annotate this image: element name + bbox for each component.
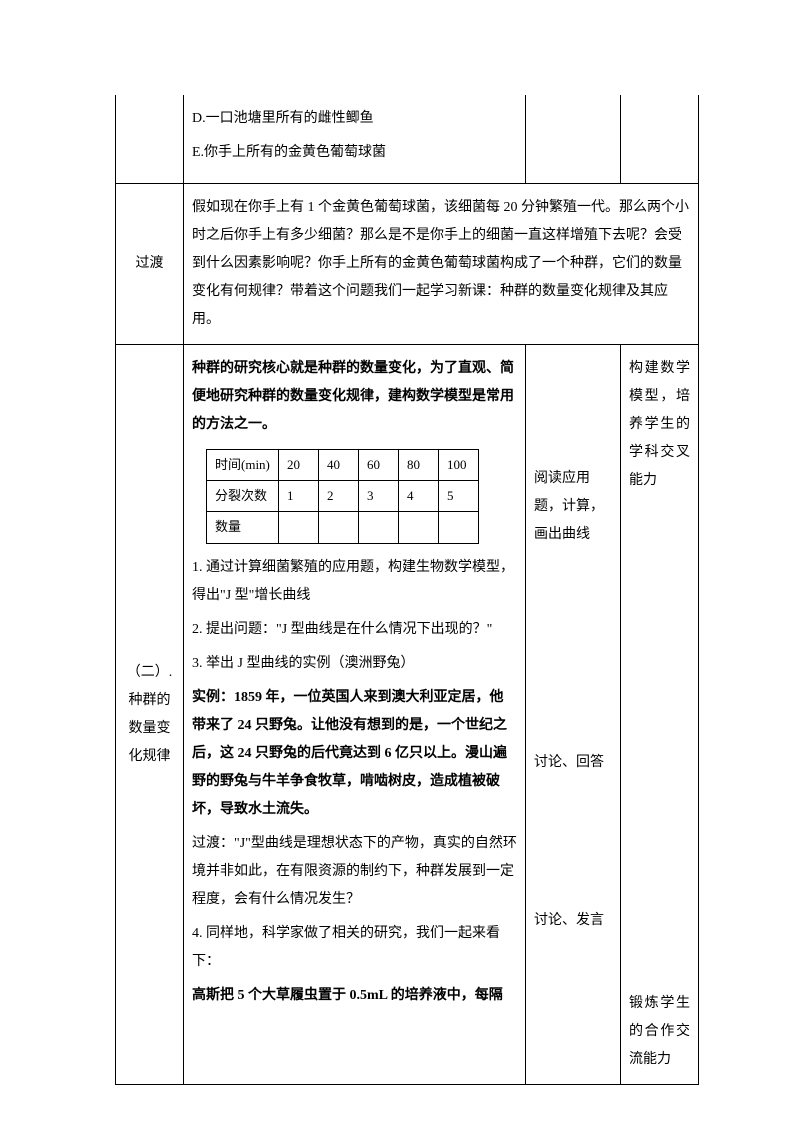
bacteria-table: 时间(min) 20 40 60 80 100 分裂次数 1 2 3 4 5: [206, 449, 479, 544]
row-continuation: D.一口池塘里所有的雌性鲫鱼 E.你手上所有的金黄色葡萄球菌: [116, 95, 699, 184]
intro-bold: 种群的研究核心就是种群的数量变化，为了直观、简便地研究种群的数量变化规律，建构数…: [192, 355, 517, 439]
row1-col3-empty: [526, 95, 621, 184]
td-c2: [319, 512, 359, 543]
row-transition: 过渡 假如现在你手上有 1 个金黄色葡萄球菌，该细菌每 20 分钟繁殖一代。那么…: [116, 184, 699, 345]
td-3: 3: [359, 481, 399, 512]
p2: 2. 提出问题："J 型曲线是在什么情况下出现的？": [192, 616, 517, 644]
th-100: 100: [439, 450, 479, 481]
td-count-label: 数量: [207, 512, 279, 543]
col3-text3: 讨论、发言: [534, 907, 612, 935]
row2-content: 假如现在你手上有 1 个金黄色葡萄球菌，该细菌每 20 分钟繁殖一代。那么两个小…: [184, 184, 699, 345]
th-time: 时间(min): [207, 450, 279, 481]
td-2: 2: [319, 481, 359, 512]
th-20: 20: [279, 450, 319, 481]
col3-text1: 阅读应用题，计算，画出曲线: [534, 465, 612, 549]
td-1: 1: [279, 481, 319, 512]
th-60: 60: [359, 450, 399, 481]
row3-content: 种群的研究核心就是种群的数量变化，为了直观、简便地研究种群的数量变化规律，建构数…: [184, 345, 526, 1085]
option-e: E.你手上所有的金黄色葡萄球菌: [192, 139, 517, 167]
col3-text2: 讨论、回答: [534, 749, 612, 777]
row3-label: （二）. 种群的数量变化规律: [116, 345, 184, 1085]
page-container: D.一口池塘里所有的雌性鲫鱼 E.你手上所有的金黄色葡萄球菌 过渡 假如现在你手…: [0, 0, 794, 1135]
col4-text2: 锻炼学生的合作交流能力: [629, 990, 690, 1074]
col4-text1: 构建数学模型，培养学生的学科交叉能力: [629, 355, 690, 495]
td-c5: [439, 512, 479, 543]
p4: 4. 同样地，科学家做了相关的研究，我们一起来看下：: [192, 920, 517, 976]
row3-col3: 阅读应用题，计算，画出曲线 讨论、回答 讨论、发言: [526, 345, 621, 1085]
option-d: D.一口池塘里所有的雌性鲫鱼: [192, 105, 517, 133]
td-c3: [359, 512, 399, 543]
td-c4: [399, 512, 439, 543]
transition-para: 过渡："J"型曲线是理想状态下的产物，真实的自然环境并非如此，在有限资源的制约下…: [192, 830, 517, 914]
gauss-bold: 高斯把 5 个大草履虫置于 0.5mL 的培养液中，每隔: [192, 982, 517, 1010]
p1: 1. 通过计算细菌繁殖的应用题，构建生物数学模型，得出"J 型"增长曲线: [192, 554, 517, 610]
row-main: （二）. 种群的数量变化规律 种群的研究核心就是种群的数量变化，为了直观、简便地…: [116, 345, 699, 1085]
example-bold: 实例：1859 年，一位英国人来到澳大利亚定居，他带来了 24 只野兔。让他没有…: [192, 684, 517, 824]
row2-label: 过渡: [116, 184, 184, 345]
row1-col1-empty: [116, 95, 184, 184]
inner-row-count: 数量: [207, 512, 479, 543]
inner-row-split: 分裂次数 1 2 3 4 5: [207, 481, 479, 512]
row1-col2: D.一口池塘里所有的雌性鲫鱼 E.你手上所有的金黄色葡萄球菌: [184, 95, 526, 184]
td-split-label: 分裂次数: [207, 481, 279, 512]
row3-col4: 构建数学模型，培养学生的学科交叉能力 锻炼学生的合作交流能力: [621, 345, 699, 1085]
td-5: 5: [439, 481, 479, 512]
th-40: 40: [319, 450, 359, 481]
p3: 3. 举出 J 型曲线的实例（澳洲野兔）: [192, 650, 517, 678]
td-c1: [279, 512, 319, 543]
td-4: 4: [399, 481, 439, 512]
th-80: 80: [399, 450, 439, 481]
inner-row-time: 时间(min) 20 40 60 80 100: [207, 450, 479, 481]
lesson-plan-table: D.一口池塘里所有的雌性鲫鱼 E.你手上所有的金黄色葡萄球菌 过渡 假如现在你手…: [115, 95, 699, 1085]
row1-col4-empty: [621, 95, 699, 184]
